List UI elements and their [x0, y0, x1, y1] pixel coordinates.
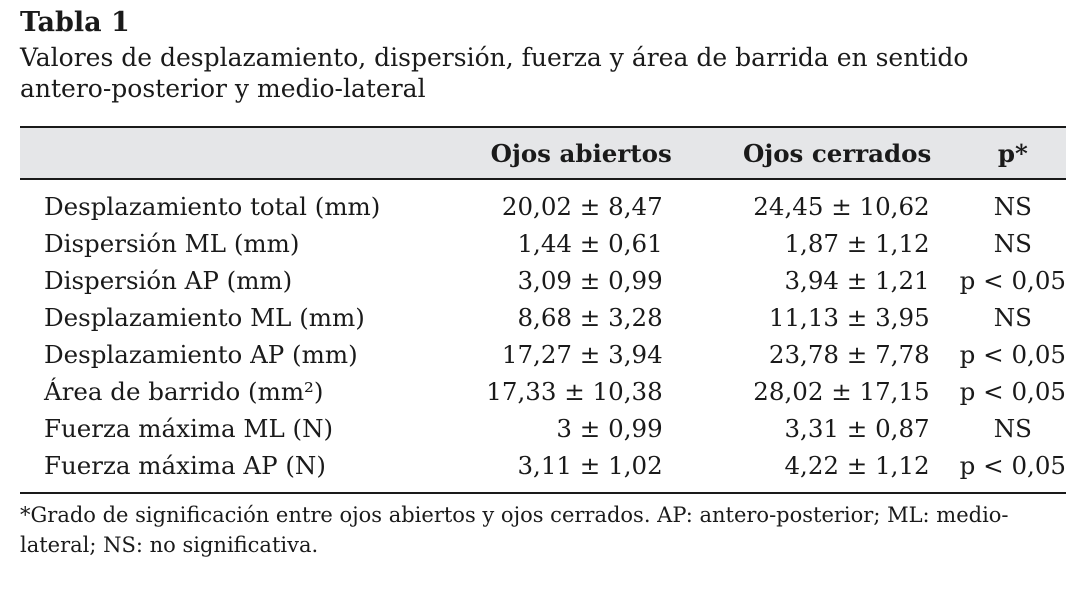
- p-value: p < 0,05: [959, 266, 1066, 295]
- closed-eyes-value: 3,94 ± 1,21: [784, 266, 930, 295]
- p-value: p < 0,05: [959, 340, 1066, 369]
- p-value: p < 0,05: [959, 447, 1066, 494]
- table-row: Desplazamiento total (mm) 20,02 ± 8,47 2…: [20, 179, 1066, 225]
- row-label: Desplazamiento AP (mm): [44, 340, 358, 369]
- closed-eyes-value: 23,78 ± 7,78: [768, 340, 930, 369]
- row-label: Desplazamiento total (mm): [44, 192, 381, 221]
- p-value: NS: [993, 192, 1032, 221]
- table-row: Fuerza máxima AP (N) 3,11 ± 1,02 4,22 ± …: [20, 447, 1066, 494]
- p-value: NS: [993, 414, 1032, 443]
- table-row: Fuerza máxima ML (N) 3 ± 0,99 3,31 ± 0,8…: [20, 410, 1066, 447]
- closed-eyes-value: 3,31 ± 0,87: [784, 414, 930, 443]
- open-eyes-value: 3,11 ± 1,02: [447, 447, 715, 494]
- open-eyes-value: 17,33 ± 10,38: [486, 377, 663, 406]
- table-title: Tabla 1: [20, 7, 130, 38]
- header-label: [20, 126, 448, 180]
- table-header-row: Ojos abiertos Ojos cerrados p*: [20, 126, 1066, 180]
- header-open-eyes: Ojos abiertos: [447, 126, 715, 180]
- open-eyes-value: 3,09 ± 0,99: [517, 266, 663, 295]
- table-row: Desplazamiento ML (mm) 8,68 ± 3,28 11,13…: [20, 299, 1066, 336]
- open-eyes-value: 1,44 ± 0,61: [517, 229, 663, 258]
- table-caption: Valores de desplazamiento, dispersión, f…: [20, 43, 969, 103]
- table-footnote: *Grado de significación entre ojos abier…: [20, 503, 1009, 557]
- open-eyes-value: 20,02 ± 8,47: [501, 192, 663, 221]
- open-eyes-value: 8,68 ± 3,28: [517, 303, 663, 332]
- closed-eyes-value: 24,45 ± 10,62: [753, 192, 930, 221]
- table-row: Dispersión AP (mm) 3,09 ± 0,99 3,94 ± 1,…: [20, 262, 1066, 299]
- closed-eyes-value: 1,87 ± 1,12: [784, 229, 930, 258]
- header-closed-eyes: Ojos cerrados: [714, 126, 960, 180]
- open-eyes-value: 17,27 ± 3,94: [501, 340, 663, 369]
- p-value: NS: [993, 303, 1032, 332]
- results-table: Ojos abiertos Ojos cerrados p* Desplazam…: [20, 126, 1066, 494]
- p-value: NS: [993, 229, 1032, 258]
- row-label: Fuerza máxima ML (N): [44, 414, 334, 443]
- table-row: Desplazamiento AP (mm) 17,27 ± 3,94 23,7…: [20, 336, 1066, 373]
- row-label: Área de barrido (mm²): [44, 377, 324, 406]
- row-label: Fuerza máxima AP (N): [20, 447, 448, 494]
- p-value: p < 0,05: [959, 377, 1066, 406]
- closed-eyes-value: 28,02 ± 17,15: [753, 377, 930, 406]
- closed-eyes-value: 4,22 ± 1,12: [714, 447, 960, 494]
- open-eyes-value: 3 ± 0,99: [556, 414, 663, 443]
- row-label: Desplazamiento ML (mm): [44, 303, 365, 332]
- header-p: p*: [959, 126, 1066, 180]
- row-label: Dispersión ML (mm): [44, 229, 300, 258]
- table-heading: Tabla 1 Valores de desplazamiento, dispe…: [20, 6, 1070, 104]
- row-label: Dispersión AP (mm): [44, 266, 293, 295]
- closed-eyes-value: 11,13 ± 3,95: [768, 303, 930, 332]
- table-row: Área de barrido (mm²) 17,33 ± 10,38 28,0…: [20, 373, 1066, 410]
- table-row: Dispersión ML (mm) 1,44 ± 0,61 1,87 ± 1,…: [20, 225, 1066, 262]
